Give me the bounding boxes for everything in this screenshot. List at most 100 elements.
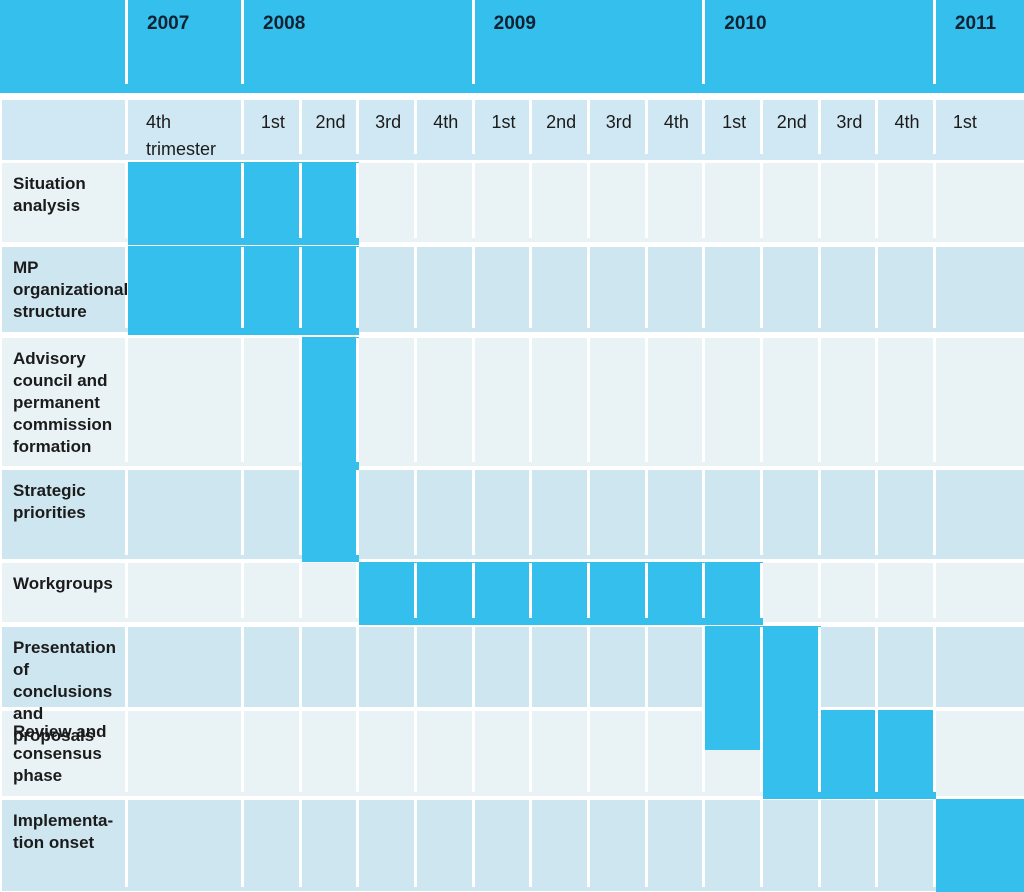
quarter-header-cell: 2nd bbox=[302, 100, 360, 163]
gantt-cell bbox=[128, 627, 244, 747]
gantt-cell bbox=[359, 800, 417, 891]
gantt-cell bbox=[128, 470, 244, 559]
gantt-cell bbox=[590, 800, 648, 891]
gantt-bar-segment bbox=[359, 562, 417, 625]
year-cell-2007: 2007 bbox=[128, 0, 244, 93]
gantt-cell bbox=[532, 470, 590, 559]
gantt-cell bbox=[648, 163, 706, 242]
gantt-cell bbox=[532, 338, 590, 466]
task-label: Implementa- tion onset bbox=[13, 811, 114, 853]
gantt-cell bbox=[532, 627, 590, 747]
task-label-cell: Strategic priorities bbox=[0, 470, 128, 559]
gantt-cell bbox=[128, 800, 244, 891]
gantt-cell bbox=[936, 711, 1024, 796]
quarter-header-cell: 4th bbox=[878, 100, 936, 163]
gantt-bar-segment bbox=[244, 162, 302, 245]
task-row: Advisory council and permanent commissio… bbox=[0, 337, 1024, 469]
task-label: Strategic priorities bbox=[13, 481, 86, 523]
task-label: Situation analysis bbox=[13, 174, 86, 216]
gantt-cell bbox=[590, 627, 648, 747]
gantt-cell bbox=[475, 711, 533, 796]
gantt-cell bbox=[936, 163, 1024, 242]
gantt-cell bbox=[532, 163, 590, 242]
gantt-cell bbox=[475, 163, 533, 242]
gantt-cell bbox=[878, 563, 936, 622]
gantt-cell bbox=[821, 470, 879, 559]
gantt-bar-segment bbox=[128, 162, 244, 245]
gantt-cell bbox=[589, 562, 648, 625]
quarter-header-cell: 4th bbox=[417, 100, 475, 163]
quarter-header-label: 4th bbox=[433, 112, 459, 132]
gantt-cell bbox=[359, 711, 417, 796]
gantt-cell bbox=[821, 163, 879, 242]
quarter-header-cell: 4th bbox=[648, 100, 706, 163]
gantt-cell bbox=[705, 711, 763, 796]
gantt-cell bbox=[301, 162, 360, 245]
quarter-header-label: 1st bbox=[722, 112, 747, 132]
gantt-cell bbox=[647, 562, 706, 625]
gantt-cell bbox=[705, 800, 763, 891]
year-cell-2011: 2011 bbox=[936, 0, 1024, 93]
year-label: 2009 bbox=[493, 13, 536, 34]
gantt-cell bbox=[359, 338, 417, 466]
gantt-cell bbox=[244, 246, 302, 335]
gantt-cell bbox=[359, 562, 417, 625]
gantt-cell bbox=[763, 163, 821, 242]
gantt-cell bbox=[359, 247, 417, 332]
gantt-cell bbox=[302, 711, 360, 796]
year-label: 2010 bbox=[724, 13, 767, 34]
gantt-cell bbox=[475, 470, 533, 559]
gantt-cell bbox=[128, 711, 244, 796]
year-cell-2009: 2009 bbox=[475, 0, 706, 93]
gantt-bar-segment bbox=[820, 710, 879, 799]
gantt-cell bbox=[821, 563, 879, 622]
quarter-header-cell: 1st bbox=[475, 100, 533, 163]
gantt-cell bbox=[648, 470, 706, 559]
quarter-header-cell: 4th trimester bbox=[128, 100, 244, 163]
gantt-cell bbox=[590, 163, 648, 242]
gantt-cell bbox=[244, 711, 302, 796]
gantt-cell bbox=[244, 470, 302, 559]
gantt-cell bbox=[648, 338, 706, 466]
gantt-cell bbox=[474, 562, 533, 625]
quarter-header-cell: 1st bbox=[244, 100, 302, 163]
gantt-cell bbox=[244, 338, 302, 466]
gantt-cell bbox=[417, 627, 475, 747]
task-label-cell: Presentation of conclusions and proposal… bbox=[0, 627, 128, 747]
gantt-cell bbox=[648, 247, 706, 332]
quarter-header-label: 1st bbox=[260, 112, 285, 132]
gantt-cell bbox=[648, 627, 706, 747]
gantt-cell bbox=[821, 627, 879, 747]
gantt-cell bbox=[705, 562, 763, 625]
gantt-cell bbox=[705, 470, 763, 559]
gantt-cell bbox=[936, 470, 1024, 559]
gantt-cell bbox=[763, 800, 821, 891]
gantt-cell bbox=[590, 711, 648, 796]
task-label-cell: Review and consensus phase bbox=[0, 711, 128, 796]
gantt-cell bbox=[532, 247, 590, 332]
quarter-header-label: 2nd bbox=[315, 112, 346, 132]
quarter-header-label: 1st bbox=[491, 112, 516, 132]
gantt-cell bbox=[878, 800, 936, 891]
gantt-cell bbox=[763, 470, 821, 559]
gantt-cell bbox=[820, 710, 879, 799]
task-row: MP organizational structure bbox=[0, 246, 1024, 335]
gantt-cell bbox=[302, 563, 360, 622]
gantt-cell bbox=[128, 563, 244, 622]
gantt-cell bbox=[475, 627, 533, 747]
gantt-cell bbox=[936, 563, 1024, 622]
gantt-cell bbox=[417, 338, 475, 466]
gantt-cell bbox=[878, 163, 936, 242]
gantt-cell bbox=[705, 247, 763, 332]
gantt-cell bbox=[532, 800, 590, 891]
quarter-header-row: 4th trimester 1st 2nd 3rd 4th 1st 2nd 3rd 4th 1st… bbox=[0, 100, 1024, 160]
gantt-cell bbox=[532, 711, 590, 796]
gantt-cell bbox=[302, 800, 360, 891]
quarter-header-label: 2nd bbox=[546, 112, 577, 132]
gantt-cell bbox=[936, 338, 1024, 466]
task-label-cell: Implementa- tion onset bbox=[0, 800, 128, 891]
gantt-bar-segment bbox=[301, 469, 360, 562]
gantt-cell bbox=[878, 710, 936, 799]
gantt-cell bbox=[821, 247, 879, 332]
task-label: Advisory council and permanent commissio… bbox=[13, 349, 113, 457]
